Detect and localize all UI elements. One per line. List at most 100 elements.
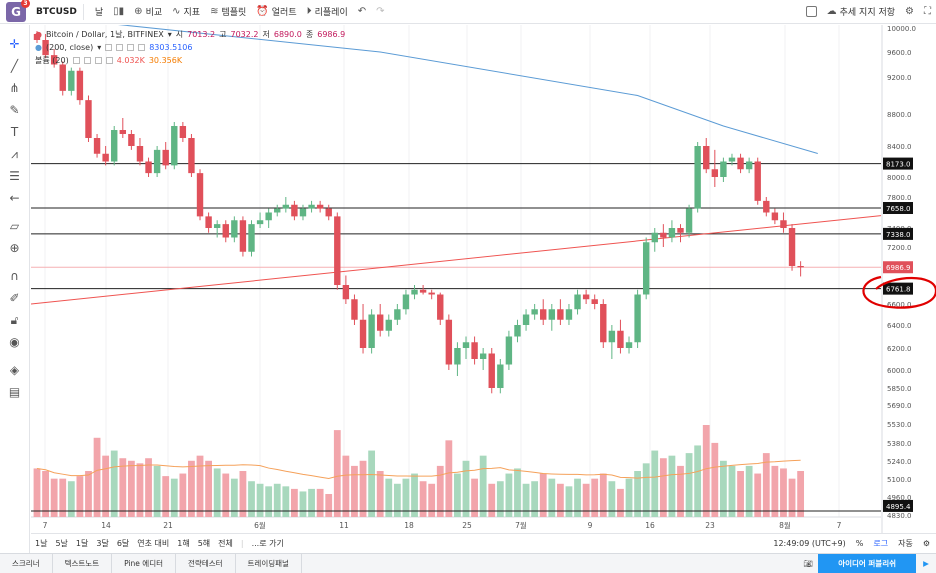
- clock-label[interactable]: 12:49:09 (UTC+9): [773, 539, 846, 548]
- volume-bar: [788, 478, 796, 517]
- brush-icon[interactable]: ✎: [9, 103, 20, 117]
- symbol-search[interactable]: BTCUSD: [36, 6, 77, 17]
- settings-toggle-icon[interactable]: [83, 57, 91, 64]
- trendline-icon[interactable]: ╱: [10, 59, 19, 73]
- replay-button[interactable]: ⏵ 리플레이: [302, 0, 353, 24]
- volume-bar: [368, 450, 376, 517]
- zoom-icon[interactable]: ⊕: [9, 241, 20, 255]
- annotation-ellipse: [862, 275, 936, 309]
- volume-bar: [230, 478, 238, 517]
- tab-strategy-tester[interactable]: 전략테스터: [176, 553, 236, 573]
- alerts-button[interactable]: ⏰ 얼러트: [251, 0, 301, 24]
- trend-button[interactable]: ☁ 추세 지지 저항: [822, 0, 900, 24]
- percent-toggle[interactable]: %: [855, 539, 864, 548]
- lock-icon[interactable]: 🔓︎: [10, 312, 19, 327]
- volume-bar: [780, 468, 787, 517]
- candle-body: [68, 70, 75, 91]
- period-1d[interactable]: 1날: [35, 539, 48, 548]
- period-6m[interactable]: 6달: [116, 539, 130, 548]
- volume-bar: [136, 463, 144, 517]
- candle-body: [797, 266, 804, 268]
- candle-body: [42, 40, 49, 56]
- pattern-icon[interactable]: ⩘: [11, 146, 18, 161]
- close-toggle-icon[interactable]: [94, 57, 102, 64]
- back-arrow-icon[interactable]: ←: [9, 191, 20, 205]
- log-toggle[interactable]: 로그: [873, 539, 889, 548]
- ruler-icon[interactable]: ▱: [9, 219, 20, 233]
- price-chart[interactable]: 10000.0 9600.0 9200.0 8800.0 8400.0 8000.0 780…: [31, 25, 936, 533]
- close-toggle-icon[interactable]: [127, 44, 135, 51]
- redo-button[interactable]: ↷: [371, 0, 389, 24]
- crosshair-icon[interactable]: ✛: [9, 37, 20, 51]
- period-all[interactable]: 전체: [218, 539, 233, 548]
- ma-label[interactable]: (200, close): [45, 43, 94, 52]
- candle-body: [531, 309, 538, 315]
- price-tick: 7200.0: [887, 244, 912, 252]
- eye-toggle-icon[interactable]: [72, 57, 80, 64]
- volume-bar: [617, 488, 624, 517]
- price-tick: 4830.0: [887, 512, 912, 520]
- trash-icon[interactable]: ▤: [8, 385, 21, 399]
- settings-button[interactable]: ⚙: [900, 0, 919, 24]
- tab-pine-editor[interactable]: Pine 에디터: [112, 553, 177, 573]
- lock-draw-icon[interactable]: ✐: [9, 291, 20, 305]
- layers-icon[interactable]: ◈: [9, 363, 20, 377]
- volume-ma-value: 30.356K: [148, 56, 183, 65]
- period-3m[interactable]: 3달: [96, 539, 109, 548]
- chart-type-button[interactable]: ▯▮: [108, 0, 129, 24]
- volume-bar: [428, 483, 436, 517]
- period-1m[interactable]: 1달: [75, 539, 89, 548]
- gear-icon[interactable]: ⚙: [922, 539, 930, 548]
- volume-bar: [514, 468, 521, 517]
- horizontal-lines: [31, 163, 881, 512]
- eye-toggle-icon[interactable]: [105, 44, 113, 51]
- fullscreen-button[interactable]: ⛶: [919, 0, 936, 24]
- select-checkbox[interactable]: [801, 0, 822, 24]
- pitchfork-icon[interactable]: ⋔: [9, 81, 20, 95]
- chevron-down-icon[interactable]: ▾: [97, 43, 102, 52]
- text-icon[interactable]: T: [10, 125, 19, 139]
- price-label: 6986.9: [886, 264, 911, 272]
- auto-toggle[interactable]: 자동: [898, 539, 913, 548]
- legend-title[interactable]: Bitcoin / Dollar, 1날, BITFINEX: [45, 30, 164, 39]
- volume-bar: [325, 494, 333, 517]
- play-icon[interactable]: ▶: [923, 559, 929, 568]
- volume-bar: [127, 460, 135, 517]
- magnet-icon[interactable]: ∩: [10, 269, 19, 283]
- candle-body: [642, 242, 650, 295]
- measure-icon[interactable]: ☰: [9, 169, 20, 183]
- volume-bar: [316, 488, 324, 517]
- candle-body: [85, 100, 92, 138]
- volume-bar: [93, 437, 101, 517]
- tab-text-notes[interactable]: 텍스트노트: [53, 553, 113, 573]
- settings-toggle-icon[interactable]: [116, 44, 124, 51]
- logo-icon[interactable]: G 3: [6, 0, 30, 22]
- templates-button[interactable]: ≋ 템플릿: [205, 0, 251, 24]
- compare-button[interactable]: ⊕ 비교: [129, 0, 167, 24]
- price-tick: 5530.0: [887, 421, 912, 429]
- candle-body: [171, 126, 178, 166]
- period-5d[interactable]: 5날: [55, 539, 68, 548]
- candle-body: [265, 212, 272, 221]
- goto-date-button[interactable]: ...로 가기: [251, 539, 284, 548]
- interval-button[interactable]: 날: [90, 0, 108, 24]
- volume-label[interactable]: 볼륨 (20): [35, 56, 69, 65]
- undo-button[interactable]: ↶: [353, 0, 371, 24]
- eye-icon[interactable]: ◉: [9, 335, 20, 349]
- period-ytd[interactable]: 연초 대비: [137, 539, 170, 548]
- volume-bar: [737, 471, 744, 517]
- chevron-down-icon[interactable]: ▾: [167, 30, 172, 39]
- publish-idea-button[interactable]: 아이디어 퍼블리쉬: [818, 553, 916, 573]
- period-5y[interactable]: 5햬: [197, 539, 211, 548]
- volume-bar: [376, 471, 384, 517]
- tab-trading-panel[interactable]: 트레이딩패널: [236, 553, 302, 573]
- indicators-button[interactable]: ∿ 지표: [167, 0, 205, 24]
- camera-icon[interactable]: 📷︎: [803, 559, 813, 568]
- tab-screener[interactable]: 스크리너: [0, 553, 53, 573]
- chart-grid: [31, 25, 883, 533]
- more-toggle-icon[interactable]: [138, 44, 146, 51]
- period-1y[interactable]: 1햬: [177, 539, 190, 548]
- candle-body: [179, 126, 187, 138]
- more-toggle-icon[interactable]: [105, 57, 113, 64]
- top-toolbar: G 3 BTCUSD 날 ▯▮ ⊕ 비교 ∿ 지표 ≋ 템플릿 ⏰ 얼러트 ⏵ 리플레이 …: [0, 0, 936, 24]
